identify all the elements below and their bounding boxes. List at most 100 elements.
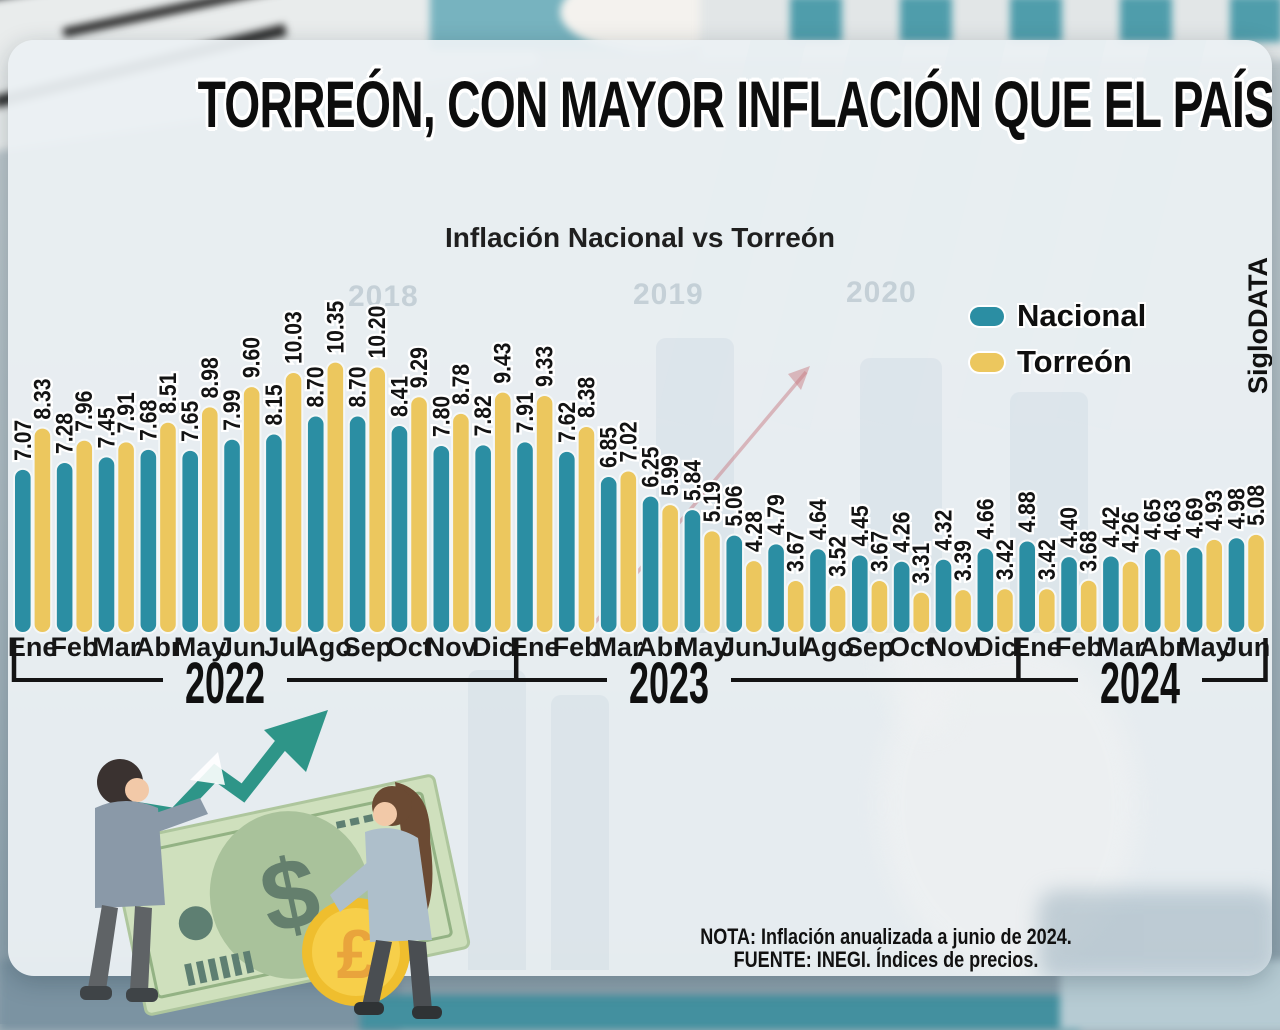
legend-swatch-torreon <box>970 352 1004 372</box>
bar-value-label: 4.40 <box>1056 507 1083 548</box>
legend-swatch-nacional <box>970 306 1004 326</box>
bar-nacional-may-28 <box>1184 545 1205 634</box>
bar-nacional-feb-25 <box>1059 555 1079 635</box>
month-label: Abr <box>1139 632 1186 662</box>
bar-torreón-mar-26 <box>1120 559 1141 634</box>
bar-value-label: 4.93 <box>1201 490 1228 531</box>
bar-value-label: 3.39 <box>950 540 977 581</box>
bar-torreón-jul-6 <box>283 371 304 634</box>
bar-nacional-ene-12 <box>515 440 535 634</box>
bar-nacional-oct-21 <box>891 559 912 634</box>
bar-value-label: 10.03 <box>280 311 307 364</box>
bar-nacional-nov-10 <box>431 443 452 634</box>
person-left <box>80 759 208 1002</box>
bar-value-label: 4.28 <box>741 511 768 552</box>
bar-value-label: 7.07 <box>10 420 37 461</box>
bar-nacional-feb-1 <box>54 460 75 634</box>
bar-value-label: 7.80 <box>428 396 455 437</box>
year-label: 2023 <box>629 652 709 717</box>
month-label: Jun <box>218 632 266 662</box>
month-label: Jul <box>766 632 805 662</box>
bar-value-label: 8.33 <box>29 379 56 420</box>
bar-value-label: 4.26 <box>1117 512 1144 553</box>
bar-nacional-abr-15 <box>640 494 661 634</box>
bar-value-label: 7.91 <box>512 392 539 433</box>
month-label: Nov <box>928 632 979 662</box>
legend-item-nacional: Nacional <box>970 298 1146 334</box>
bar-torreón-sep-20 <box>869 579 890 634</box>
faint-column <box>468 670 526 970</box>
bar-nacional-ene-24 <box>1017 539 1038 635</box>
month-label: Abr <box>135 632 182 662</box>
bar-value-label: 7.45 <box>93 407 120 448</box>
bar-value-label: 8.70 <box>302 366 329 407</box>
bar-torreón-may-28 <box>1204 537 1225 635</box>
bar-value-label: 6.85 <box>595 427 622 468</box>
month-label: Sep <box>845 632 895 662</box>
bar-value-label: 4.65 <box>1139 499 1166 540</box>
bar-torreón-abr-3 <box>158 420 178 634</box>
page-title: TORREÓN, CON MAYOR INFLACIÓN QUE EL PAÍS <box>197 67 1272 141</box>
bar-torreón-jul-18 <box>785 579 806 634</box>
bar-value-label: 4.26 <box>888 512 915 553</box>
bar-nacional-dic-11 <box>473 443 493 635</box>
bar-torreón-oct-21 <box>911 590 932 634</box>
bar-nacional-nov-22 <box>933 557 954 634</box>
month-label: Feb <box>1055 632 1103 662</box>
month-label: Nov <box>426 632 477 662</box>
legend-label-nacional: Nacional <box>1017 298 1147 333</box>
bar-nacional-jun-17 <box>724 533 745 634</box>
month-label: Mar <box>1097 632 1146 662</box>
bar-nacional-oct-9 <box>389 424 410 635</box>
bar-value-label: 10.20 <box>364 306 391 359</box>
bar-torreón-oct-9 <box>409 395 429 635</box>
month-label: Feb <box>553 632 601 662</box>
bar-value-label: 9.33 <box>531 346 558 387</box>
bar-value-label: 8.15 <box>261 384 288 425</box>
bar-nacional-abr-27 <box>1142 546 1163 635</box>
bar-nacional-sep-8 <box>347 414 368 635</box>
bar-value-label: 3.68 <box>1075 531 1102 572</box>
bar-value-label: 4.98 <box>1223 488 1250 529</box>
watermark-year: 2019 <box>633 278 704 311</box>
watermark-year: 2018 <box>348 280 419 313</box>
bar-nacional-abr-3 <box>138 447 159 634</box>
bar-value-label: 4.63 <box>1159 500 1186 541</box>
bar-nacional-jun-29 <box>1226 536 1247 634</box>
bar-value-label: 8.51 <box>155 373 182 414</box>
bar-nacional-dic-23 <box>975 546 996 635</box>
bar-torreón-ago-19 <box>827 583 848 635</box>
legend-item-torreon: Torreón <box>970 344 1146 380</box>
bar-value-label: 4.66 <box>972 499 999 540</box>
bar-value-label: 4.88 <box>1014 491 1041 532</box>
month-label: May <box>676 632 729 662</box>
bar-nacional-jul-18 <box>766 542 786 635</box>
bar-nacional-jun-5 <box>222 437 242 634</box>
bar-torreón-nov-22 <box>953 588 973 635</box>
bar-value-label: 10.35 <box>322 301 349 354</box>
bar-value-label: 9.43 <box>489 343 516 384</box>
month-label: Jun <box>720 632 768 662</box>
bar-value-label: 4.69 <box>1181 498 1208 539</box>
bar-torreón-may-16 <box>702 529 722 634</box>
bar-value-label: 3.31 <box>908 543 935 584</box>
bar-value-label: 8.78 <box>448 364 475 405</box>
faint-column <box>551 695 609 970</box>
bar-value-label: 3.42 <box>992 539 1019 580</box>
month-label: Dic <box>974 632 1016 662</box>
bar-torreón-mar-2 <box>116 440 136 634</box>
bar-nacional-mar-2 <box>96 455 117 635</box>
bar-torreón-may-4 <box>200 405 220 634</box>
bar-nacional-feb-13 <box>557 449 577 634</box>
month-label: Oct <box>387 632 432 662</box>
bar-torreón-sep-8 <box>367 365 387 634</box>
bar-value-label: 7.02 <box>615 421 642 462</box>
bar-value-label: 6.25 <box>637 447 664 488</box>
month-label: Feb <box>50 632 98 662</box>
month-label: Mar <box>594 632 643 662</box>
bar-value-label: 5.19 <box>699 481 726 522</box>
infographic-card: 2018 2019 2020 TORREÓN, CON MAYOR INFLAC… <box>8 40 1272 976</box>
bar-value-label: 5.06 <box>721 485 748 526</box>
bar-value-label: 8.38 <box>573 377 600 418</box>
bar-torreón-feb-25 <box>1078 578 1099 634</box>
